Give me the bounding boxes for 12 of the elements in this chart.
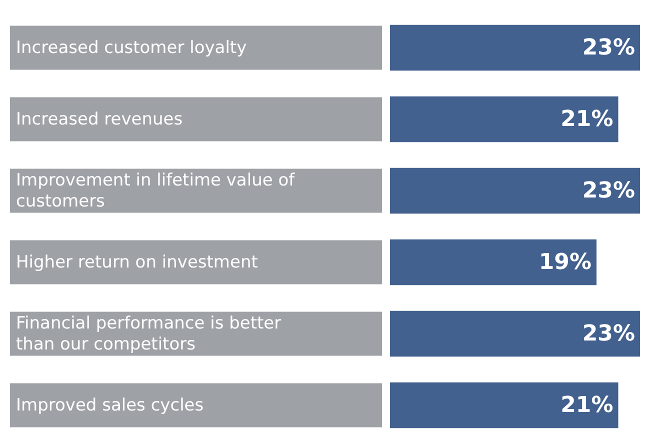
y-tick-label: Improved sales cycles — [16, 395, 204, 416]
data-label: 21% — [560, 106, 614, 132]
y-tick-label: Higher return on investment — [16, 252, 258, 272]
y-tick-label: Increased customer loyalty — [16, 38, 247, 58]
data-label: 23% — [582, 35, 635, 60]
data-label: 23% — [582, 321, 635, 346]
data-label: 21% — [560, 392, 614, 418]
data-label: 19% — [538, 250, 592, 275]
y-tick-label: Financial performance is better than our competitors — [16, 313, 287, 354]
y-tick-label: Improvement in lifetime value of customers — [16, 170, 300, 212]
y-tick-label: Increased revenues — [16, 109, 183, 130]
data-label: 23% — [582, 178, 635, 204]
